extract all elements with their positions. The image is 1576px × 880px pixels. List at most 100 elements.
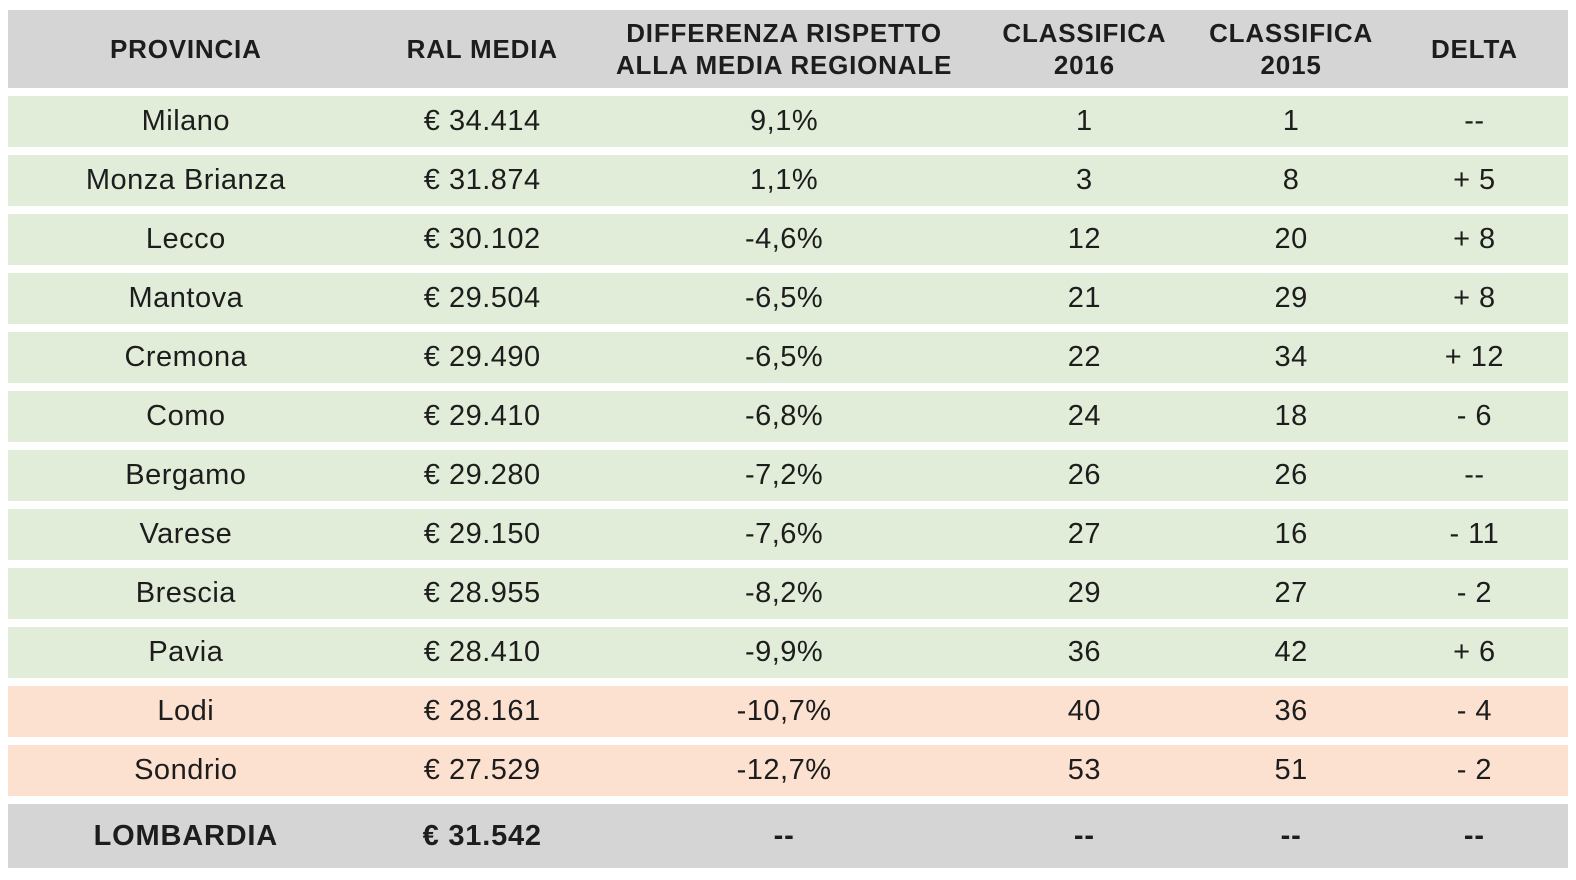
cell-delta: - 6 bbox=[1380, 391, 1568, 442]
table-row: Bergamo € 29.280 -7,2% 26 26 -- bbox=[8, 450, 1568, 501]
cell-differenza: -4,6% bbox=[600, 214, 968, 265]
cell-provincia: Lecco bbox=[8, 214, 364, 265]
cell-ral-media: € 29.410 bbox=[363, 391, 601, 442]
cell-classifica-2015: 29 bbox=[1201, 273, 1381, 324]
cell-delta: + 5 bbox=[1380, 155, 1568, 206]
cell-delta: - 2 bbox=[1380, 568, 1568, 619]
table-row: Sondrio € 27.529 -12,7% 53 51 - 2 bbox=[8, 745, 1568, 796]
table-row: Pavia € 28.410 -9,9% 36 42 + 6 bbox=[8, 627, 1568, 678]
cell-provincia: LOMBARDIA bbox=[8, 804, 364, 868]
cell-classifica-2015: 51 bbox=[1201, 745, 1381, 796]
cell-provincia: Brescia bbox=[8, 568, 364, 619]
cell-classifica-2015: 8 bbox=[1201, 155, 1381, 206]
header-cell-classifica-2015: CLASSIFICA 2015 bbox=[1201, 10, 1381, 88]
cell-classifica-2016: 40 bbox=[967, 686, 1202, 737]
table-row: Milano € 34.414 9,1% 1 1 -- bbox=[8, 96, 1568, 147]
cell-ral-media: € 28.161 bbox=[363, 686, 601, 737]
cell-classifica-2015: 36 bbox=[1201, 686, 1381, 737]
cell-ral-media: € 34.414 bbox=[363, 96, 601, 147]
table-row: Monza Brianza € 31.874 1,1% 3 8 + 5 bbox=[8, 155, 1568, 206]
cell-provincia: Milano bbox=[8, 96, 364, 147]
cell-classifica-2015: 26 bbox=[1201, 450, 1381, 501]
header-cell-delta: DELTA bbox=[1380, 10, 1568, 88]
cell-classifica-2015: 16 bbox=[1201, 509, 1381, 560]
cell-delta: -- bbox=[1380, 804, 1568, 868]
total-row: LOMBARDIA € 31.542 -- -- -- -- bbox=[8, 804, 1568, 868]
cell-classifica-2016: 22 bbox=[967, 332, 1202, 383]
cell-delta: -- bbox=[1380, 96, 1568, 147]
cell-classifica-2015: 27 bbox=[1201, 568, 1381, 619]
cell-ral-media: € 31.874 bbox=[363, 155, 601, 206]
cell-delta: - 2 bbox=[1380, 745, 1568, 796]
cell-classifica-2016: 36 bbox=[967, 627, 1202, 678]
cell-classifica-2015: 1 bbox=[1201, 96, 1381, 147]
cell-provincia: Sondrio bbox=[8, 745, 364, 796]
cell-classifica-2016: 24 bbox=[967, 391, 1202, 442]
header-cell-differenza: DIFFERENZA RISPETTO ALLA MEDIA REGIONALE bbox=[600, 10, 968, 88]
cell-classifica-2016: 27 bbox=[967, 509, 1202, 560]
cell-classifica-2016: 3 bbox=[967, 155, 1202, 206]
cell-differenza: -7,2% bbox=[600, 450, 968, 501]
cell-ral-media: € 27.529 bbox=[363, 745, 601, 796]
cell-provincia: Mantova bbox=[8, 273, 364, 324]
table-row: Lecco € 30.102 -4,6% 12 20 + 8 bbox=[8, 214, 1568, 265]
cell-ral-media: € 28.955 bbox=[363, 568, 601, 619]
cell-ral-media: € 31.542 bbox=[363, 804, 601, 868]
table-row: Varese € 29.150 -7,6% 27 16 - 11 bbox=[8, 509, 1568, 560]
cell-classifica-2016: 1 bbox=[967, 96, 1202, 147]
cell-ral-media: € 29.490 bbox=[363, 332, 601, 383]
cell-differenza: -7,6% bbox=[600, 509, 968, 560]
cell-delta: + 12 bbox=[1380, 332, 1568, 383]
cell-delta: -- bbox=[1380, 450, 1568, 501]
table-row: Como € 29.410 -6,8% 24 18 - 6 bbox=[8, 391, 1568, 442]
cell-provincia: Pavia bbox=[8, 627, 364, 678]
cell-differenza: 1,1% bbox=[600, 155, 968, 206]
table-row: Cremona € 29.490 -6,5% 22 34 + 12 bbox=[8, 332, 1568, 383]
cell-delta: - 4 bbox=[1380, 686, 1568, 737]
table-header: PROVINCIA RAL MEDIA DIFFERENZA RISPETTO … bbox=[8, 10, 1568, 88]
header-cell-ral-media: RAL MEDIA bbox=[363, 10, 601, 88]
table-row: Lodi € 28.161 -10,7% 40 36 - 4 bbox=[8, 686, 1568, 737]
provincia-ral-table: PROVINCIA RAL MEDIA DIFFERENZA RISPETTO … bbox=[8, 2, 1568, 876]
cell-ral-media: € 28.410 bbox=[363, 627, 601, 678]
cell-classifica-2015: 18 bbox=[1201, 391, 1381, 442]
cell-ral-media: € 29.504 bbox=[363, 273, 601, 324]
cell-differenza: 9,1% bbox=[600, 96, 968, 147]
cell-differenza: -6,5% bbox=[600, 332, 968, 383]
cell-classifica-2016: 21 bbox=[967, 273, 1202, 324]
header-cell-classifica-2016: CLASSIFICA 2016 bbox=[967, 10, 1202, 88]
cell-differenza: -12,7% bbox=[600, 745, 968, 796]
cell-delta: + 6 bbox=[1380, 627, 1568, 678]
cell-classifica-2015: 34 bbox=[1201, 332, 1381, 383]
cell-differenza: -6,8% bbox=[600, 391, 968, 442]
cell-classifica-2016: 26 bbox=[967, 450, 1202, 501]
cell-classifica-2016: 53 bbox=[967, 745, 1202, 796]
table-row: Brescia € 28.955 -8,2% 29 27 - 2 bbox=[8, 568, 1568, 619]
cell-classifica-2016: 12 bbox=[967, 214, 1202, 265]
cell-classifica-2015: 42 bbox=[1201, 627, 1381, 678]
cell-differenza: -10,7% bbox=[600, 686, 968, 737]
cell-delta: + 8 bbox=[1380, 214, 1568, 265]
cell-ral-media: € 29.280 bbox=[363, 450, 601, 501]
header-cell-provincia: PROVINCIA bbox=[8, 10, 364, 88]
cell-classifica-2015: 20 bbox=[1201, 214, 1381, 265]
cell-provincia: Bergamo bbox=[8, 450, 364, 501]
cell-provincia: Varese bbox=[8, 509, 364, 560]
cell-provincia: Cremona bbox=[8, 332, 364, 383]
cell-classifica-2016: 29 bbox=[967, 568, 1202, 619]
cell-classifica-2015: -- bbox=[1201, 804, 1381, 868]
cell-ral-media: € 30.102 bbox=[363, 214, 601, 265]
cell-differenza: -9,9% bbox=[600, 627, 968, 678]
table-row: Mantova € 29.504 -6,5% 21 29 + 8 bbox=[8, 273, 1568, 324]
cell-delta: - 11 bbox=[1380, 509, 1568, 560]
cell-differenza: -8,2% bbox=[600, 568, 968, 619]
cell-ral-media: € 29.150 bbox=[363, 509, 601, 560]
table-body: Milano € 34.414 9,1% 1 1 -- Monza Brianz… bbox=[8, 96, 1568, 868]
cell-differenza: -- bbox=[600, 804, 968, 868]
cell-provincia: Lodi bbox=[8, 686, 364, 737]
cell-delta: + 8 bbox=[1380, 273, 1568, 324]
cell-classifica-2016: -- bbox=[967, 804, 1202, 868]
header-row: PROVINCIA RAL MEDIA DIFFERENZA RISPETTO … bbox=[8, 10, 1568, 88]
cell-differenza: -6,5% bbox=[600, 273, 968, 324]
